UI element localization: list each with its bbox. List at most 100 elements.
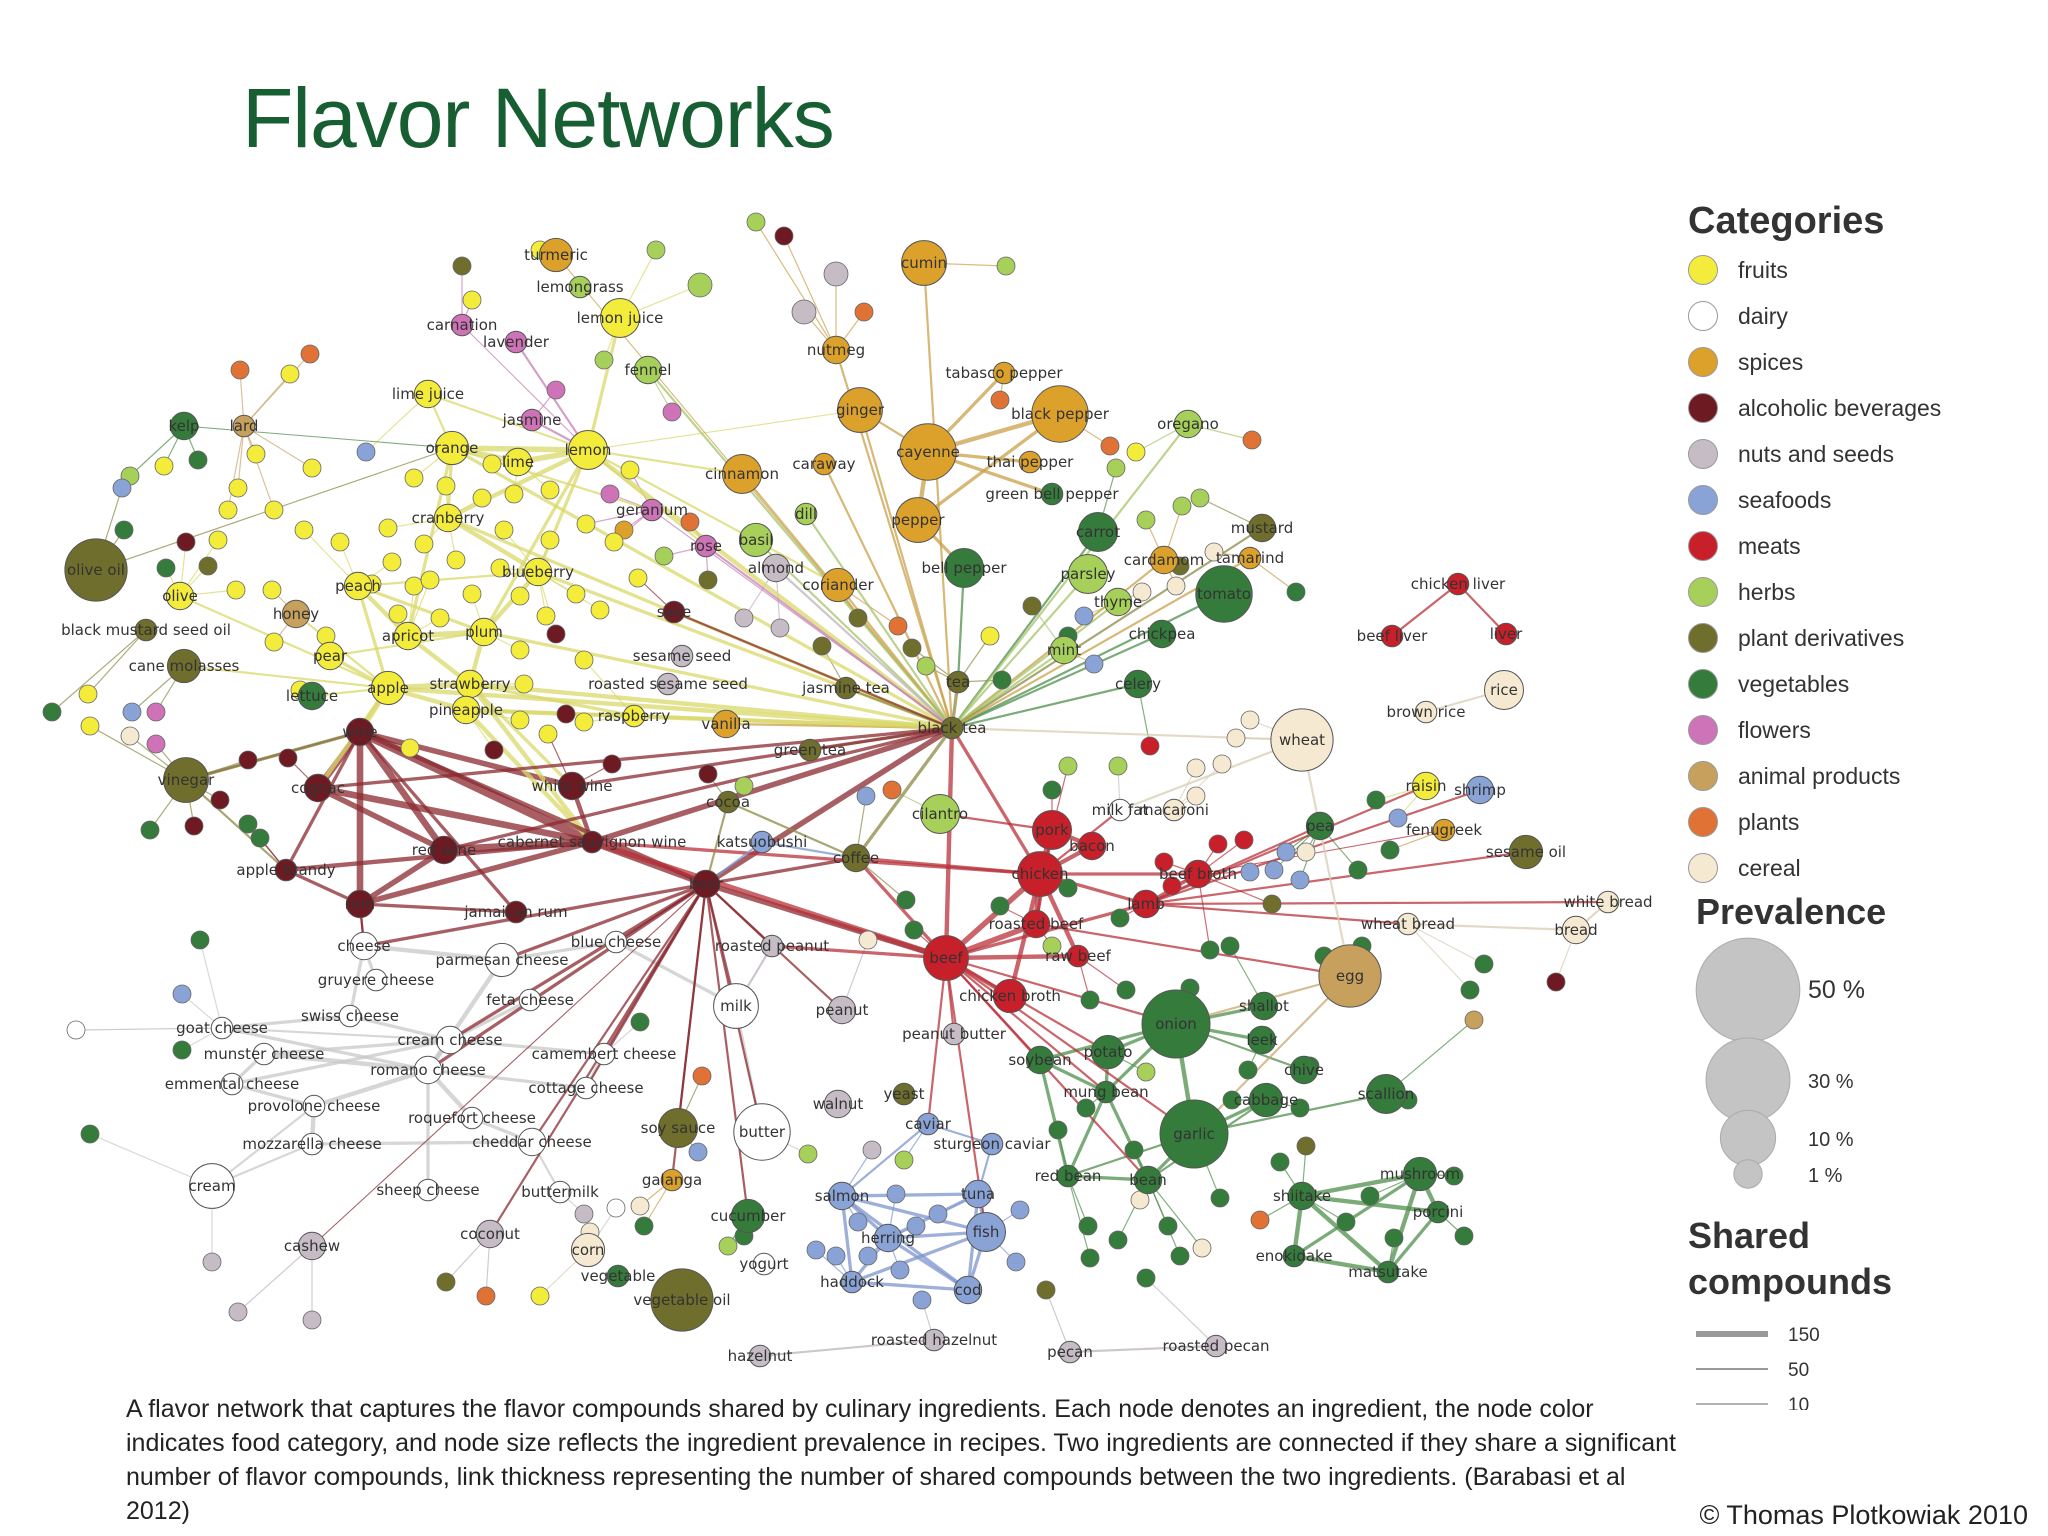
- network-node: [630, 1012, 650, 1032]
- node-label-tamarind: tamarind: [1216, 549, 1284, 567]
- network-edge: [87, 629, 147, 695]
- node-rum: [345, 889, 375, 919]
- node-butter: [733, 1103, 791, 1161]
- network-node: [980, 626, 1000, 646]
- node-label-cream: cream: [188, 1177, 235, 1195]
- category-swatch: [1688, 347, 1718, 377]
- node-label-pear: pear: [313, 647, 348, 665]
- node-galanga: [660, 1168, 684, 1192]
- prevalence-label: 50 %: [1808, 976, 1865, 1004]
- node-label-vegetableoil: vegetable oil: [633, 1291, 730, 1309]
- network-node: [1084, 654, 1104, 674]
- node-label-beefbroth: beef broth: [1159, 865, 1237, 883]
- network-node: [806, 1240, 826, 1260]
- node-turmeric: [538, 237, 574, 273]
- node-carnation: [450, 313, 474, 337]
- network-edge: [442, 726, 954, 852]
- node-label-roastedsesame: roasted sesame seed: [588, 675, 748, 693]
- node-label-yeast: yeast: [884, 1085, 925, 1103]
- node-label-lemonjuice: lemon juice: [577, 309, 664, 327]
- network-edge: [237, 1245, 313, 1313]
- network-node: [698, 570, 718, 590]
- node-label-chive: chive: [1284, 1061, 1324, 1079]
- node-label-cranberry: cranberry: [412, 509, 485, 527]
- network-edge: [1192, 974, 1352, 1136]
- node-label-beer: beer: [689, 875, 724, 893]
- network-edge: [1390, 582, 1460, 638]
- network-node: [280, 364, 300, 384]
- category-label: plants: [1738, 808, 1800, 835]
- node-label-enokidake: enokidake: [1256, 1247, 1333, 1265]
- node-ginger: [837, 387, 883, 433]
- node-label-caraway: caraway: [792, 455, 855, 473]
- node-cognac: [303, 773, 333, 803]
- node-label-raisin: raisin: [1405, 777, 1446, 795]
- network-edge: [362, 882, 708, 948]
- network-edge: [450, 446, 954, 730]
- network-node: [400, 738, 420, 758]
- network-node: [218, 500, 238, 520]
- network-node: [420, 570, 440, 590]
- category-seafood: seafoods: [1688, 477, 2028, 523]
- node-almond: [761, 553, 791, 583]
- network-node: [688, 1142, 708, 1162]
- network-edge: [840, 1194, 970, 1292]
- network-node: [606, 1198, 626, 1218]
- node-fish: [966, 1212, 1006, 1252]
- network-node: [1242, 430, 1262, 450]
- node-pecan: [1058, 1340, 1082, 1364]
- prevalence-circle: [1733, 1159, 1763, 1189]
- network-node: [1108, 1230, 1128, 1250]
- network-node: [628, 568, 648, 588]
- network-edge: [1406, 922, 1578, 932]
- node-label-buttermilk: buttermilk: [521, 1183, 599, 1201]
- network-node: [210, 790, 230, 810]
- network-node: [1286, 582, 1306, 602]
- node-label-oregano: oregano: [1157, 415, 1219, 433]
- network-edge: [426, 1068, 588, 1090]
- network-edge: [1385, 1171, 1423, 1275]
- network-edge: [1291, 1253, 1391, 1275]
- node-label-herring: herring: [861, 1229, 915, 1247]
- node-lemongrass: [568, 275, 592, 299]
- node-label-fenugreek: fenugreek: [1406, 821, 1482, 839]
- network-node: [854, 302, 874, 322]
- node-caraway: [812, 452, 836, 476]
- network-node: [791, 299, 817, 325]
- network-edge: [183, 425, 453, 449]
- network-node: [1048, 1120, 1068, 1140]
- node-blacktea: [940, 716, 964, 740]
- network-node: [1186, 758, 1206, 778]
- node-jamaicanrum: [504, 900, 528, 924]
- node-label-shiitake: shiitake: [1273, 1187, 1331, 1205]
- network-edge: [1197, 829, 1445, 875]
- node-oliveoil: [64, 538, 128, 602]
- categories-legend: Categories fruits dairy spices alcoholic be…: [1688, 200, 2028, 891]
- node-label-porcini: porcini: [1413, 1203, 1464, 1221]
- network-edge: [944, 956, 1178, 1026]
- node-tuna: [963, 1179, 993, 1209]
- node-provolone: [302, 1094, 326, 1118]
- node-raspberry: [622, 704, 646, 728]
- network-node: [1336, 1212, 1356, 1232]
- node-vegetableoil: [650, 1268, 714, 1332]
- shared-compounds-legend: Shared compounds 150 50 10: [1688, 1215, 1892, 1410]
- network-edge: [310, 1140, 534, 1146]
- node-cabsauv: [580, 830, 604, 854]
- node-chive: [1289, 1055, 1319, 1085]
- network-node: [494, 520, 514, 540]
- node-label-chickpea: chickpea: [1129, 625, 1196, 643]
- node-label-rum: rum: [345, 895, 375, 913]
- network-edge: [758, 1338, 936, 1358]
- network-edge: [311, 883, 707, 1247]
- network-edge: [774, 566, 954, 730]
- network-edge: [916, 412, 1062, 522]
- category-alcohol: alcoholic beverages: [1688, 385, 2028, 431]
- network-edge: [356, 584, 486, 634]
- node-greenbell: [1040, 482, 1064, 506]
- network-node: [154, 456, 174, 476]
- network-node: [238, 750, 258, 770]
- network-edge: [314, 784, 596, 846]
- network-edge: [182, 664, 390, 690]
- node-pork: [1032, 810, 1072, 850]
